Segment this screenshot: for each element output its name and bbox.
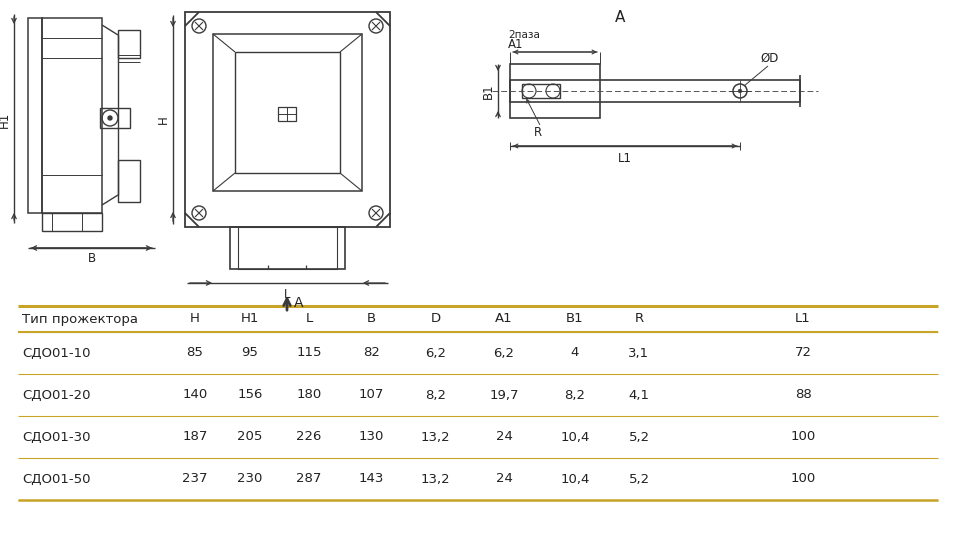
Text: 4,1: 4,1 [628, 388, 649, 401]
Bar [510, 80, 800, 102]
Text: 10,4: 10,4 [561, 431, 589, 444]
Text: B1: B1 [566, 313, 584, 326]
Text: 4: 4 [571, 346, 579, 360]
Text: 107: 107 [359, 388, 384, 401]
Text: 10,4: 10,4 [561, 472, 589, 485]
Text: D: D [431, 313, 440, 326]
Text: B1: B1 [481, 83, 495, 99]
Text: L: L [285, 288, 290, 301]
Text: A1: A1 [508, 37, 523, 50]
Text: H1: H1 [0, 112, 11, 128]
Text: B: B [367, 313, 376, 326]
Text: 95: 95 [242, 346, 259, 360]
Bar [100, 108, 130, 128]
Text: 287: 287 [296, 472, 322, 485]
Text: 13,2: 13,2 [421, 431, 451, 444]
Text: 13,2: 13,2 [421, 472, 451, 485]
Text: A1: A1 [496, 313, 513, 326]
Text: Тип прожектора: Тип прожектора [22, 313, 138, 326]
Bar [28, 18, 42, 213]
Text: H1: H1 [241, 313, 259, 326]
Text: СДО01-20: СДО01-20 [22, 388, 91, 401]
Text: 130: 130 [359, 431, 384, 444]
Text: 115: 115 [296, 346, 322, 360]
Text: 143: 143 [359, 472, 384, 485]
Bar [238, 227, 337, 269]
Text: 6,2: 6,2 [494, 346, 515, 360]
Text: 140: 140 [182, 388, 207, 401]
Text: 5,2: 5,2 [628, 431, 649, 444]
Text: L1: L1 [618, 151, 632, 164]
Text: ØD: ØD [761, 51, 779, 64]
Text: 3,1: 3,1 [628, 346, 649, 360]
Bar [185, 12, 390, 227]
Circle shape [738, 89, 742, 93]
Text: 100: 100 [791, 472, 816, 485]
Bar [235, 52, 340, 173]
Circle shape [108, 116, 112, 120]
Text: A: A [294, 296, 304, 310]
Text: 230: 230 [237, 472, 263, 485]
Text: H: H [157, 115, 169, 124]
Text: 85: 85 [186, 346, 203, 360]
Bar [522, 84, 560, 98]
Bar [42, 213, 102, 231]
Text: H: H [190, 313, 200, 326]
Text: 6,2: 6,2 [425, 346, 446, 360]
Text: 187: 187 [182, 431, 207, 444]
Text: СДО01-50: СДО01-50 [22, 472, 91, 485]
Text: 226: 226 [296, 431, 322, 444]
Bar [510, 64, 600, 118]
Text: 82: 82 [363, 346, 380, 360]
Bar [230, 227, 345, 269]
Text: 5,2: 5,2 [628, 472, 649, 485]
Text: 72: 72 [795, 346, 812, 360]
Text: 24: 24 [496, 472, 513, 485]
Bar [213, 34, 362, 191]
Text: R: R [534, 126, 542, 138]
Bar [42, 18, 102, 213]
Bar [118, 30, 140, 58]
Text: 19,7: 19,7 [489, 388, 519, 401]
Text: 88: 88 [795, 388, 812, 401]
Text: L: L [306, 313, 312, 326]
Bar [118, 160, 140, 202]
Text: R: R [634, 313, 644, 326]
Text: A: A [615, 10, 626, 25]
Text: 8,2: 8,2 [425, 388, 446, 401]
Text: L1: L1 [796, 313, 811, 326]
Text: 180: 180 [296, 388, 322, 401]
Text: 24: 24 [496, 431, 513, 444]
Text: 237: 237 [182, 472, 208, 485]
Bar [278, 107, 296, 121]
Text: 205: 205 [237, 431, 263, 444]
Text: 2паза: 2паза [508, 30, 540, 40]
Text: 156: 156 [237, 388, 263, 401]
Text: B: B [88, 253, 96, 266]
Text: СДО01-10: СДО01-10 [22, 346, 91, 360]
Text: СДО01-30: СДО01-30 [22, 431, 91, 444]
Text: 8,2: 8,2 [564, 388, 585, 401]
Text: 100: 100 [791, 431, 816, 444]
